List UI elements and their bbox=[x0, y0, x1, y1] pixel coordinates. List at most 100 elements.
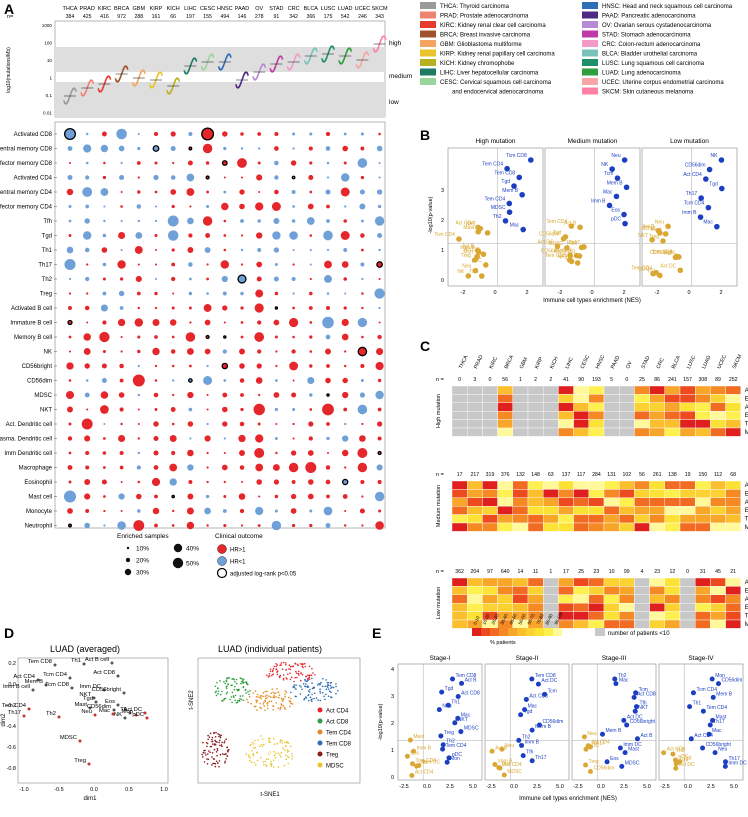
tsne-dot bbox=[267, 701, 269, 704]
bubble-gbm bbox=[136, 465, 141, 470]
stage-point-label: Mast bbox=[628, 747, 639, 753]
dim-point-label: Tem CD8 bbox=[28, 659, 52, 665]
tsne-dot bbox=[239, 677, 242, 679]
stage-point bbox=[520, 753, 526, 759]
tsne-dot bbox=[273, 754, 276, 757]
bubble-ov bbox=[256, 363, 262, 369]
heat-cell bbox=[451, 514, 468, 524]
tsne-dot bbox=[214, 691, 217, 694]
nes-point-label: Tcm bbox=[604, 171, 613, 177]
bubble-hnsc bbox=[223, 335, 227, 339]
heat-cell bbox=[588, 619, 605, 629]
heat-cell bbox=[543, 402, 559, 412]
tsne-dot bbox=[304, 675, 307, 678]
tsne-dot bbox=[207, 738, 209, 741]
nes-point-label: Tgd bbox=[709, 182, 718, 188]
panel-c-n-value: 12 bbox=[670, 569, 676, 575]
heat-cell bbox=[649, 594, 665, 604]
tsne-dot bbox=[251, 749, 253, 752]
bubble-cesc bbox=[206, 393, 209, 397]
heat-cell bbox=[527, 586, 544, 596]
stage-point-label: Imm DC bbox=[623, 742, 642, 748]
dim-point-label: Imm DC bbox=[80, 684, 101, 690]
stage-point bbox=[409, 773, 415, 779]
tsne-dot bbox=[272, 691, 275, 693]
size-legend-label: 10% bbox=[136, 546, 149, 553]
stage-point-label: Tcm bbox=[679, 758, 688, 764]
stage-point bbox=[619, 763, 625, 769]
bubble-stad bbox=[271, 202, 281, 211]
tsne-dot bbox=[319, 699, 322, 702]
bubble-brca bbox=[119, 465, 124, 470]
heat-cell bbox=[497, 411, 514, 420]
heat-cell bbox=[710, 586, 726, 596]
bubble-ov bbox=[254, 447, 265, 459]
panel-c-n-value: 1 bbox=[549, 569, 552, 575]
tsne-dot bbox=[307, 690, 310, 692]
bubble-hnsc bbox=[223, 379, 227, 382]
panel-c-n-value: 86 bbox=[654, 377, 660, 383]
heat-cell bbox=[482, 522, 498, 532]
bubble-thca bbox=[68, 422, 72, 426]
panel-e-x-tick: 0.0 bbox=[597, 784, 605, 790]
tsne-dot bbox=[313, 686, 316, 689]
tsne-dot bbox=[260, 697, 263, 700]
panel-c-col-paad: PAAD bbox=[610, 355, 621, 370]
tsne-dot bbox=[256, 709, 258, 711]
panel-c-n-value: 252 bbox=[729, 377, 738, 383]
panel-c-col-lihc: LIHC bbox=[564, 356, 575, 369]
tsne-dot bbox=[273, 694, 275, 697]
panel-a: n=THCA384PRAD425KIRC416BRCA972GBM288KIRP… bbox=[0, 6, 412, 579]
tsne-dot bbox=[290, 697, 292, 700]
panel-e-y-tick: 0 bbox=[391, 775, 394, 781]
cancer-n-cesc: 155 bbox=[203, 14, 212, 20]
row-label: Imm Dendritic cell bbox=[4, 451, 52, 457]
stage-point-label: Imm B bbox=[417, 745, 432, 751]
stage-point bbox=[687, 704, 693, 710]
tsne-dot bbox=[264, 700, 267, 703]
tsne-dot bbox=[245, 681, 248, 683]
bubble-hnsc bbox=[220, 260, 230, 269]
heat-cell bbox=[467, 427, 483, 437]
bubble-lusc bbox=[326, 422, 330, 426]
tsne-dot bbox=[284, 745, 287, 748]
heat-cell bbox=[664, 411, 681, 420]
tsne-dot bbox=[310, 699, 313, 701]
bubble-lihc bbox=[188, 132, 193, 136]
panel-d-x-tick: -0.5 bbox=[54, 787, 63, 793]
bubble-cesc bbox=[206, 451, 209, 455]
tsne-dot bbox=[323, 695, 325, 698]
tsne-dot bbox=[289, 665, 292, 668]
tsne-dot bbox=[274, 692, 277, 694]
heat-cell bbox=[619, 603, 635, 612]
panel-b-frame bbox=[641, 147, 738, 287]
tsne-dot bbox=[330, 687, 332, 689]
tsne-dot bbox=[305, 680, 308, 683]
stage-point bbox=[516, 737, 522, 743]
mutation-dot-thca bbox=[75, 90, 77, 92]
stage-point-label: MDSC bbox=[507, 769, 522, 775]
heat-cell bbox=[725, 594, 741, 604]
bubble-prad bbox=[86, 263, 89, 266]
tsne-dot bbox=[225, 692, 228, 695]
panel-b-x-tick: 2 bbox=[719, 290, 722, 296]
bubble-thca bbox=[67, 146, 73, 151]
bubble-thca bbox=[66, 188, 74, 196]
nes-point-label: Mast bbox=[463, 225, 474, 231]
stage-point bbox=[673, 761, 679, 767]
panel-b-x-tick: 0 bbox=[590, 290, 593, 296]
tsne-dot bbox=[287, 696, 290, 699]
tsne-dot bbox=[309, 696, 312, 699]
bubble-cesc bbox=[205, 161, 210, 165]
heat-cell bbox=[603, 419, 620, 429]
scale-tick: 50-60 bbox=[517, 613, 527, 626]
bubble-skcm bbox=[374, 491, 385, 502]
cancer-header-hnsc: HNSC bbox=[217, 6, 233, 12]
tsne-dot bbox=[264, 760, 267, 763]
bubble-kirc bbox=[103, 205, 106, 208]
heat-cell bbox=[603, 594, 620, 604]
heat-cell bbox=[527, 385, 544, 395]
heat-cell bbox=[527, 577, 544, 587]
tsne-dot bbox=[209, 745, 212, 748]
bubble-paad bbox=[239, 508, 245, 514]
